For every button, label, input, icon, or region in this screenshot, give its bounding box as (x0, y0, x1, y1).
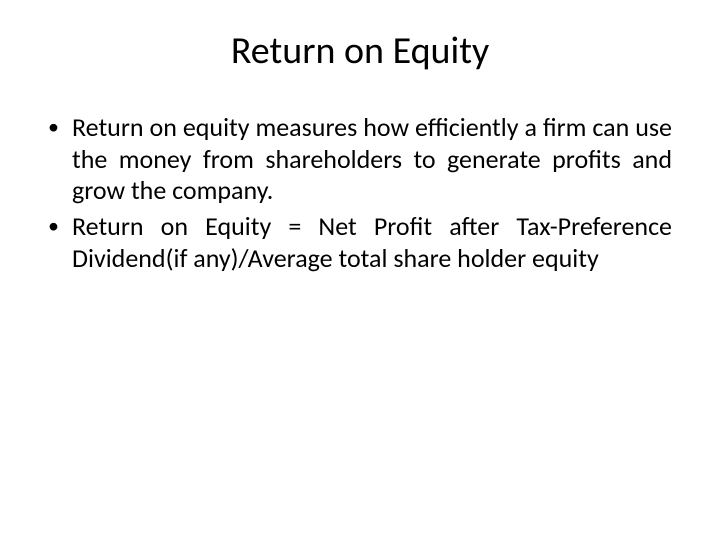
slide-body: • Return on equity measures how efficien… (48, 112, 672, 275)
bullet-icon: • (48, 211, 72, 274)
list-item: • Return on Equity = Net Profit after Ta… (48, 211, 672, 274)
bullet-icon: • (48, 112, 72, 207)
slide: Return on Equity • Return on equity meas… (0, 0, 720, 540)
list-item: • Return on equity measures how efficien… (48, 112, 672, 207)
bullet-text: Return on Equity = Net Profit after Tax-… (72, 211, 672, 274)
bullet-text: Return on equity measures how efficientl… (72, 112, 672, 207)
slide-title: Return on Equity (48, 28, 672, 74)
